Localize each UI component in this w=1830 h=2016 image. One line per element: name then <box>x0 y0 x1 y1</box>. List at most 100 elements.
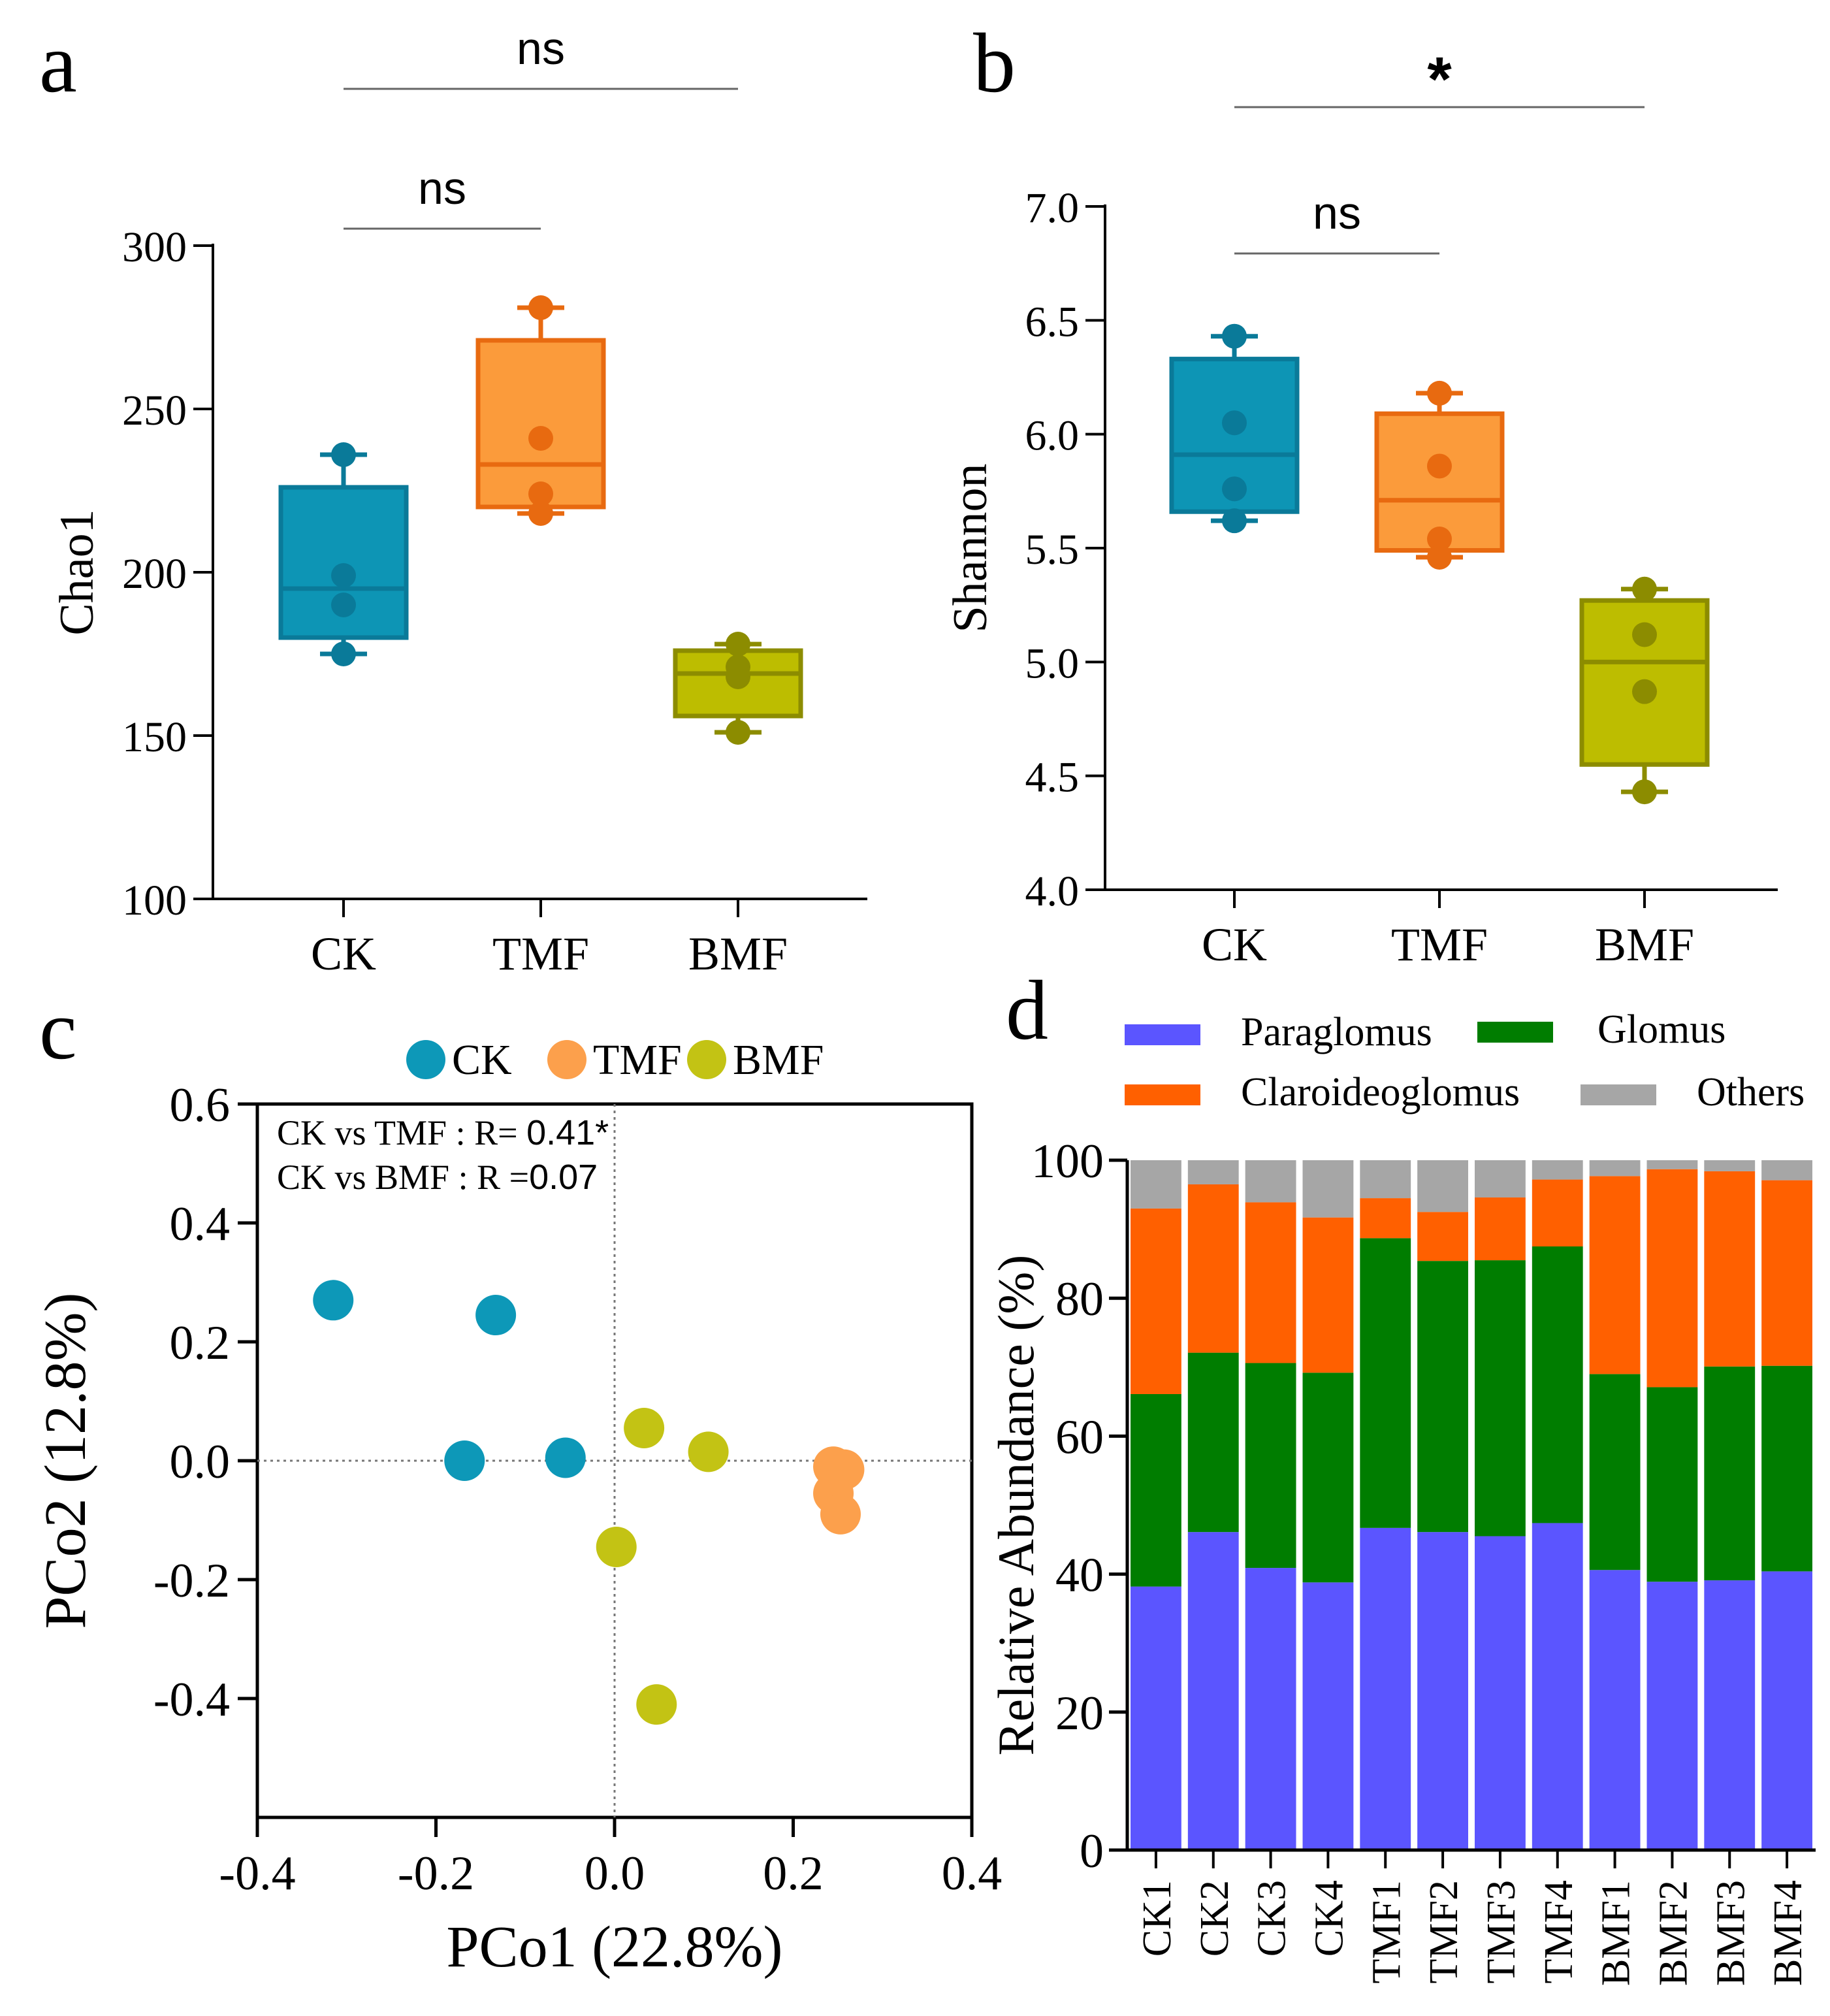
scatter-point-bmf <box>688 1431 729 1472</box>
x-tick-label: BMF2 <box>1651 1880 1695 1986</box>
x-tick-label: 0.4 <box>942 1847 1003 1900</box>
bar-segment-claroideoglomus <box>1646 1169 1698 1388</box>
x-tick-label: CK <box>311 928 376 980</box>
bar-segment-claroideoglomus <box>1417 1212 1468 1261</box>
y-tick-label: 0.0 <box>170 1435 231 1489</box>
box-tmf <box>1374 411 1505 553</box>
y-tick-label: 0.4 <box>170 1197 231 1251</box>
bar-segment-paraglomus <box>1532 1523 1583 1850</box>
bar-segment-others <box>1360 1160 1411 1199</box>
bar-segment-claroideoglomus <box>1131 1208 1181 1394</box>
y-tick-label: -0.4 <box>153 1673 230 1727</box>
legend-marker-ck <box>406 1040 445 1079</box>
r-annotation-label: CK vs TMF : R= <box>277 1113 526 1152</box>
x-axis-label: PCo1 (22.8%) <box>447 1915 783 1979</box>
bar-segment-glomus <box>1475 1260 1526 1536</box>
y-tick-label: -0.2 <box>153 1554 230 1608</box>
bar-segment-glomus <box>1187 1352 1239 1533</box>
x-tick-label: -0.2 <box>398 1847 474 1900</box>
y-tick-label: 20 <box>1055 1687 1104 1740</box>
scatter-point-ck <box>313 1280 354 1321</box>
bar-segment-paraglomus <box>1646 1582 1698 1850</box>
bar-segment-glomus <box>1761 1365 1812 1572</box>
panel-letter-a: a <box>39 16 77 110</box>
data-point <box>1427 380 1452 406</box>
bar-segment-glomus <box>1704 1366 1756 1581</box>
legend-label: TMF <box>593 1036 682 1084</box>
legend-swatch-claroideoglomus <box>1125 1084 1200 1105</box>
bar-segment-paraglomus <box>1360 1527 1411 1850</box>
legend-swatch-glomus <box>1477 1022 1553 1043</box>
bar-segment-claroideoglomus <box>1475 1197 1526 1261</box>
scatter-point-bmf <box>636 1684 677 1725</box>
bar-segment-claroideoglomus <box>1360 1198 1411 1239</box>
x-tick-label: TMF4 <box>1537 1880 1581 1983</box>
data-point <box>331 593 356 617</box>
y-tick-label: 150 <box>122 713 187 761</box>
bar-segment-glomus <box>1360 1238 1411 1528</box>
x-tick-label: BMF <box>688 928 788 980</box>
scatter-point-ck <box>475 1295 517 1336</box>
y-tick-label: 6.0 <box>1025 412 1080 460</box>
bar-segment-glomus <box>1302 1373 1354 1583</box>
legend-label: Claroideoglomus <box>1241 1070 1520 1114</box>
bar-segment-others <box>1761 1160 1812 1180</box>
bar-segment-paraglomus <box>1417 1532 1468 1850</box>
y-tick-label: 80 <box>1055 1273 1104 1326</box>
x-tick-label: TMF1 <box>1364 1880 1409 1983</box>
r-annotation: CK vs BMF : R =0.07 <box>277 1158 598 1197</box>
y-axis-label: PCo2 (12.8%) <box>33 1293 98 1629</box>
x-tick-label: CK <box>1202 919 1267 971</box>
y-tick-label: 0.6 <box>170 1079 231 1132</box>
bar-segment-others <box>1187 1160 1239 1184</box>
bar-segment-glomus <box>1131 1393 1181 1587</box>
y-tick-label: 5.0 <box>1025 640 1080 687</box>
legend-label: Paraglomus <box>1241 1010 1432 1054</box>
panel-c-pcoa-scatter: -0.4 -0.2 0.0 0.2 0.4 0.6 -0.4 -0.2 0.0 0.2 0.4 PCo… <box>33 1036 1002 1979</box>
data-point <box>528 501 553 526</box>
x-tick-label: BMF1 <box>1594 1880 1639 1986</box>
bar-segment-claroideoglomus <box>1704 1171 1756 1367</box>
y-tick-label: 200 <box>122 550 187 598</box>
bar-segment-others <box>1131 1160 1181 1209</box>
bar-segment-glomus <box>1245 1363 1296 1569</box>
y-tick-label: 250 <box>122 387 187 434</box>
bar-segment-claroideoglomus <box>1187 1184 1239 1353</box>
x-tick-label: TMF2 <box>1422 1880 1466 1983</box>
data-point <box>1427 453 1452 479</box>
bar-segment-claroideoglomus <box>1761 1180 1812 1366</box>
bar-segment-others <box>1589 1160 1641 1177</box>
x-tick-label: CK1 <box>1135 1880 1180 1957</box>
data-point <box>1632 622 1657 647</box>
data-point <box>726 632 750 657</box>
significance-label: * <box>1427 44 1452 114</box>
bar-segment-paraglomus <box>1761 1571 1812 1850</box>
bar-segment-others <box>1475 1160 1526 1198</box>
significance-label: ns <box>517 23 565 74</box>
y-tick-label: 4.5 <box>1025 754 1080 802</box>
bar-segment-others <box>1532 1160 1583 1180</box>
data-point <box>331 563 356 588</box>
r-annotation: CK vs TMF : R= 0.41* <box>277 1113 609 1152</box>
data-point <box>726 664 750 689</box>
data-point <box>1632 779 1657 805</box>
x-tick-label: BMF4 <box>1766 1880 1810 1986</box>
scatter-point-bmf <box>624 1407 665 1448</box>
panel-letter-d: d <box>1006 964 1048 1058</box>
legend-label: Others <box>1697 1070 1805 1114</box>
bar-segment-paraglomus <box>1704 1580 1756 1850</box>
y-tick-label: 5.5 <box>1025 526 1080 574</box>
bar-segment-others <box>1302 1160 1354 1218</box>
y-tick-label: 6.5 <box>1025 298 1080 346</box>
data-point <box>331 442 356 467</box>
x-tick-label: -0.4 <box>219 1847 295 1900</box>
y-tick-label: 100 <box>1031 1135 1104 1188</box>
scatter-point-tmf <box>820 1493 861 1535</box>
y-tick-label: 4.0 <box>1025 868 1080 915</box>
legend-marker-tmf <box>547 1040 586 1079</box>
x-tick-label: BMF3 <box>1709 1880 1753 1986</box>
bar-segment-others <box>1704 1160 1756 1171</box>
data-point <box>528 426 553 451</box>
y-tick-label: 60 <box>1055 1410 1104 1464</box>
y-axis-label: Relative Abundance (%) <box>987 1255 1044 1756</box>
